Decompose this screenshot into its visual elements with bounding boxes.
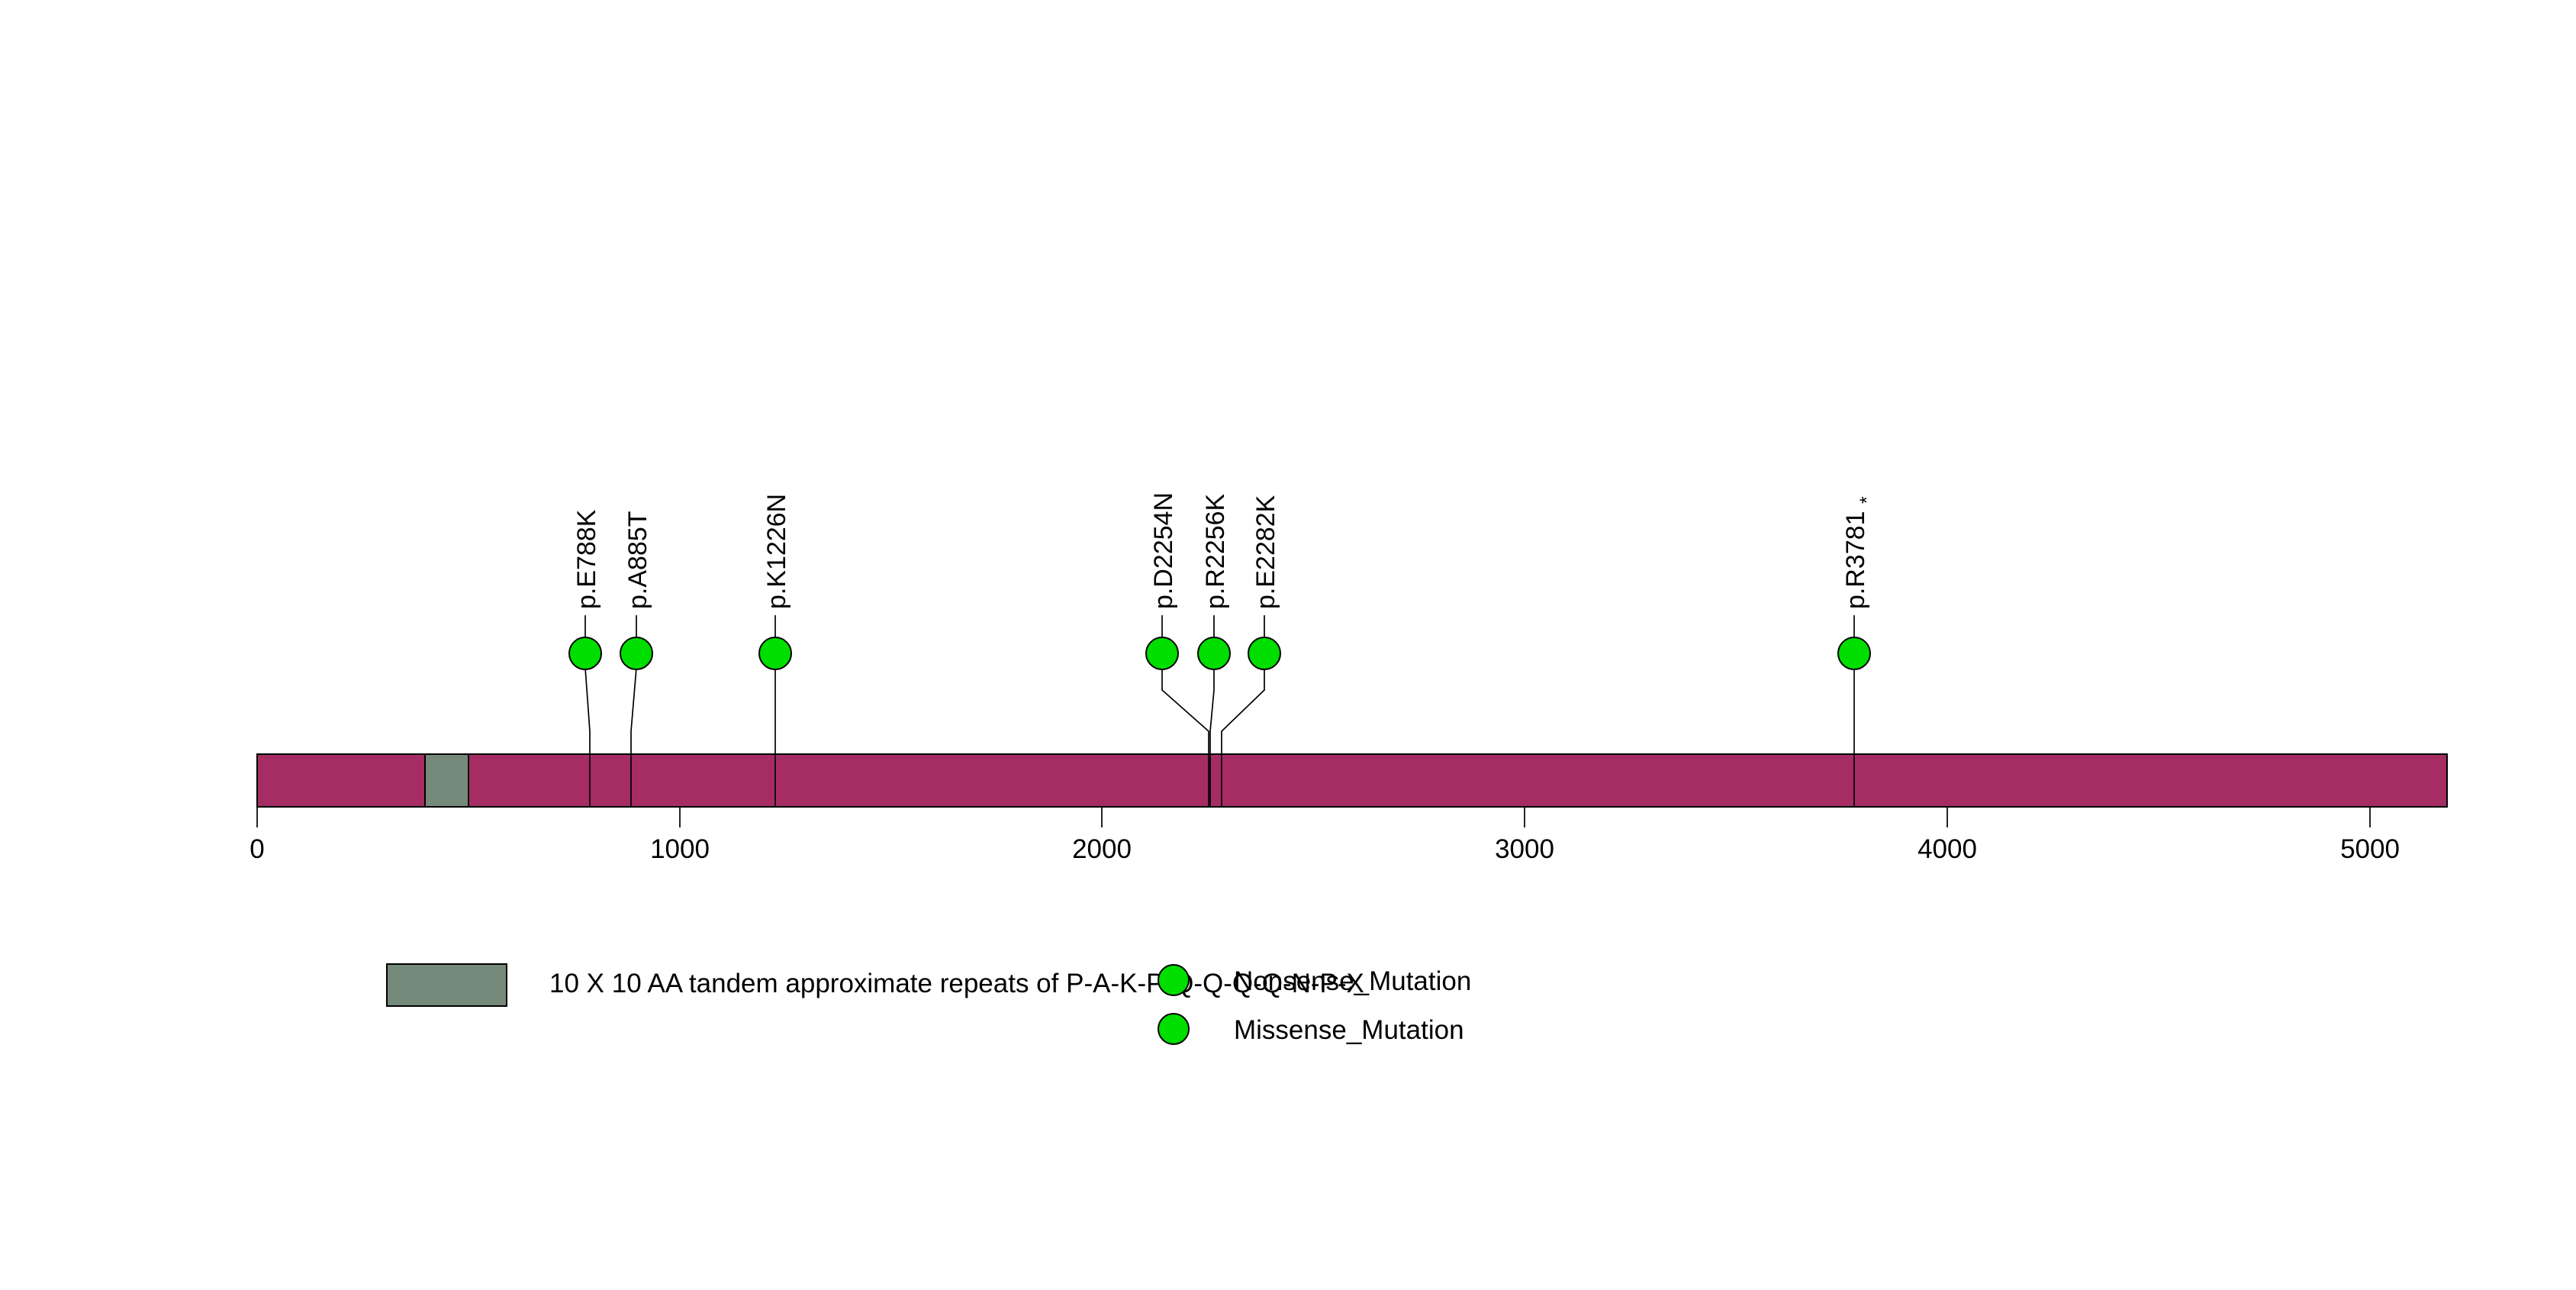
mutation-marker xyxy=(1837,637,1871,670)
mutation-label: p.E2282K xyxy=(1251,495,1280,609)
mutation-label: p.K1226N xyxy=(762,494,791,609)
axis-tick-1000: 1000 xyxy=(650,807,710,864)
mutation-stem xyxy=(1221,668,1265,806)
mutation-stem xyxy=(630,667,637,806)
mutation-stem xyxy=(1209,668,1215,806)
tick-label: 5000 xyxy=(2340,834,2400,864)
repeat-domain xyxy=(424,753,469,808)
mutation-marker xyxy=(620,637,653,670)
x-axis: 0 1000 2000 3000 4000 5000 xyxy=(250,807,2400,864)
mutation-label: p.R3781 * xyxy=(1841,496,1878,609)
tick-label: 3000 xyxy=(1495,834,1554,864)
mutation-marker xyxy=(568,637,602,670)
mutation-marker xyxy=(1197,637,1231,670)
legend-row-nonsense: Nonsense_Mutation xyxy=(1158,964,1471,996)
mutation-label: p.E788K xyxy=(572,509,601,609)
mutation-stem xyxy=(584,667,591,806)
legend-domain-swatch xyxy=(386,963,507,1007)
lollipop-D2254N: p.D2254N xyxy=(1145,492,1209,806)
tick-label: 4000 xyxy=(1918,834,1977,864)
mutation-stem xyxy=(1161,668,1209,806)
tick-label: 1000 xyxy=(650,834,710,864)
lollipop-E788K: p.E788K xyxy=(568,509,602,806)
mutation-label: p.A885T xyxy=(623,511,652,609)
lollipop-A885T: p.A885T xyxy=(620,511,653,806)
tick-label: 2000 xyxy=(1072,834,1132,864)
protein-bar xyxy=(256,753,2448,808)
axis-tick-0: 0 xyxy=(250,807,265,864)
mutation-marker xyxy=(1145,637,1179,670)
protein-track xyxy=(256,753,2448,808)
legend-missense-swatch xyxy=(1158,1013,1190,1045)
mutation-marker xyxy=(1248,637,1281,670)
axis-tick-5000: 5000 xyxy=(2340,807,2400,864)
lollipop-R2256K: p.R2256K xyxy=(1197,493,1231,806)
legend-domain-label: 10 X 10 AA tandem approximate repeats of… xyxy=(549,969,1364,998)
lollipop-R3781stop: p.R3781 * xyxy=(1837,496,1878,806)
mutation-label-base: p.R3781 xyxy=(1841,511,1870,609)
mutation-label: p.R2256K xyxy=(1201,493,1230,609)
mutation-label-asterisk: * xyxy=(1856,496,1878,504)
legend-nonsense-swatch xyxy=(1158,964,1190,996)
lollipop-K1226N: p.K1226N xyxy=(758,494,792,806)
tick-label: 0 xyxy=(250,834,264,864)
axis-tick-4000: 4000 xyxy=(1918,807,1977,864)
legend-nonsense-label: Nonsense_Mutation xyxy=(1234,966,1471,996)
legend-row-missense: Missense_Mutation xyxy=(1158,1013,1464,1045)
legend-missense-label: Missense_Mutation xyxy=(1234,1015,1464,1045)
axis-tick-3000: 3000 xyxy=(1495,807,1554,864)
lollipops: p.E788K p.A885T p.K1226N p.D2254N p.R225… xyxy=(568,492,1878,806)
lollipop-E2282K: p.E2282K xyxy=(1221,495,1281,806)
legend-domain: 10 X 10 AA tandem approximate repeats of… xyxy=(386,963,1364,1007)
mutation-label: p.D2254N xyxy=(1149,492,1178,609)
legend-mutations: Nonsense_Mutation Missense_Mutation xyxy=(1158,964,1471,1045)
axis-tick-2000: 2000 xyxy=(1072,807,1132,864)
mutation-marker xyxy=(758,637,792,670)
